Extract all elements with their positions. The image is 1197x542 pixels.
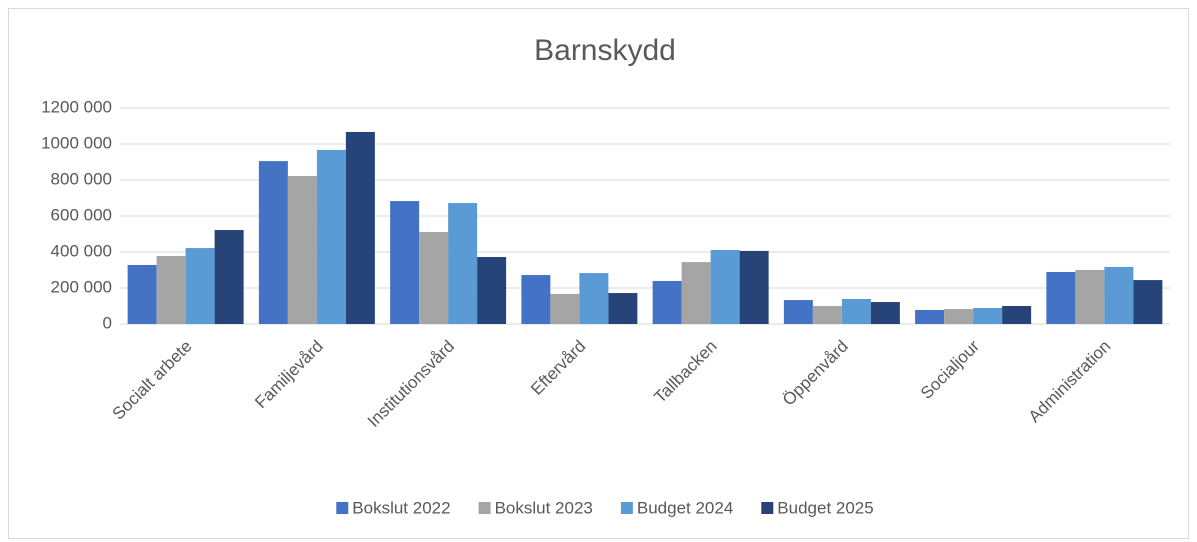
bar <box>870 302 900 324</box>
legend-swatch <box>761 502 774 514</box>
bar <box>1075 270 1105 324</box>
bar <box>1104 266 1134 324</box>
bar <box>448 203 478 324</box>
y-tick-label: 1000 000 <box>41 133 112 152</box>
y-tick-label: 800 000 <box>51 169 112 188</box>
bar <box>185 248 215 324</box>
bar <box>652 280 682 324</box>
bar <box>258 161 288 324</box>
y-tick-label: 600 000 <box>51 205 112 224</box>
y-tick-label: 400 000 <box>51 241 112 260</box>
bar <box>316 149 346 324</box>
y-tick-label: 0 <box>103 313 112 332</box>
legend-swatch <box>336 502 349 514</box>
legend-label: Bokslut 2022 <box>352 498 450 517</box>
legend-swatch <box>478 502 491 514</box>
bar <box>783 300 813 324</box>
legend-label: Bokslut 2023 <box>495 498 593 517</box>
bar <box>681 262 711 324</box>
bar <box>127 264 157 324</box>
bar <box>1133 280 1163 324</box>
y-tick-label: 200 000 <box>51 277 112 296</box>
bar <box>550 293 580 324</box>
bar <box>608 293 638 324</box>
bar <box>579 273 609 324</box>
bar <box>214 230 244 324</box>
bar <box>915 309 945 324</box>
bar <box>477 257 507 324</box>
bar <box>739 250 769 324</box>
bar <box>1046 271 1076 324</box>
chart-title: Barnskydd <box>534 34 676 67</box>
bar <box>521 275 551 324</box>
legend-swatch <box>620 502 633 514</box>
bar <box>944 309 974 324</box>
bar <box>973 307 1003 324</box>
bar <box>287 176 317 324</box>
bar <box>390 201 420 324</box>
bar <box>1002 306 1032 324</box>
legend-label: Budget 2024 <box>637 498 733 517</box>
bar <box>419 232 449 324</box>
bar <box>345 131 375 324</box>
bar <box>812 306 842 324</box>
bar <box>710 250 740 324</box>
bar <box>841 298 871 324</box>
y-tick-label: 1200 000 <box>41 97 112 116</box>
bar <box>156 255 186 324</box>
legend-label: Budget 2025 <box>777 498 873 517</box>
